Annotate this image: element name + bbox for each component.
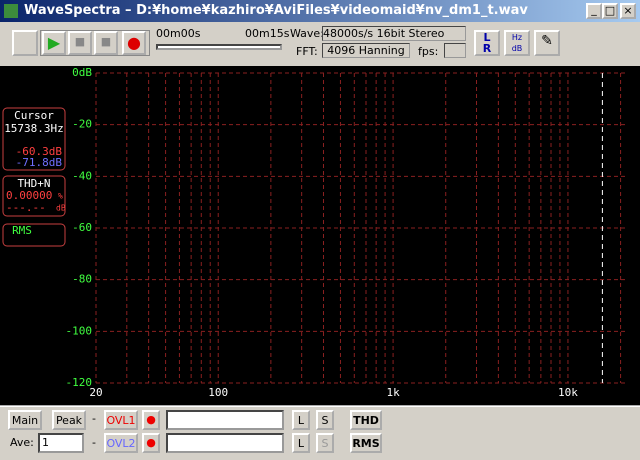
bottom-panel: [0, 405, 640, 460]
icon-text: L: [483, 31, 491, 44]
icon-text: Hz: [511, 33, 523, 42]
ovl2-record[interactable]: ●: [142, 433, 160, 453]
dash: -: [92, 436, 96, 449]
cursor-freq: 15738.3Hz: [4, 122, 64, 135]
y-tick-label: -60: [72, 221, 92, 234]
thd-button[interactable]: THD: [350, 410, 382, 430]
l-button[interactable]: L: [292, 433, 310, 453]
s-button[interactable]: S: [316, 433, 334, 453]
ovl1-record[interactable]: ●: [142, 410, 160, 430]
rms-box: [2, 223, 66, 247]
side-boxes: [2, 107, 66, 247]
close-button[interactable]: ×: [620, 3, 636, 19]
y-tick-label: -20: [72, 118, 92, 131]
main-button[interactable]: Main: [8, 410, 42, 430]
background: [0, 66, 640, 405]
y-tick-label: -100: [66, 324, 93, 337]
time-start: 00m00s: [156, 27, 201, 40]
app-icon: [4, 4, 18, 18]
maximize-button[interactable]: □: [602, 3, 618, 19]
rms-button[interactable]: RMS: [350, 433, 382, 453]
fft-value[interactable]: 4096 Hanning: [322, 43, 410, 58]
s-button[interactable]: S: [316, 410, 334, 430]
ovl1-button[interactable]: OVL1: [104, 410, 138, 430]
y-tick-label: -40: [72, 169, 92, 182]
wave-label: Wave:: [290, 27, 324, 40]
thd-box: [2, 175, 66, 217]
fps-label: fps:: [418, 45, 439, 58]
icon-text: R: [482, 42, 492, 55]
ovl2-button[interactable]: OVL2: [104, 433, 138, 453]
thd-label: THD+N: [17, 177, 50, 190]
x-tick-label: 20: [89, 386, 102, 399]
wave-value: 48000s/s 16bit Stereo: [322, 26, 466, 41]
thd-unit: %: [58, 192, 63, 201]
window-title: WaveSpectra – D:¥home¥kazhiro¥AviFiles¥v…: [24, 3, 528, 18]
transport: [40, 30, 150, 56]
peak-button[interactable]: Peak: [52, 410, 86, 430]
play-button[interactable]: ▶: [42, 31, 66, 55]
record-button[interactable]: ●: [122, 31, 146, 55]
pause-button[interactable]: ■: [68, 31, 92, 55]
settings-button[interactable]: ✎: [534, 30, 560, 56]
x-tick-label: 10k: [558, 386, 578, 399]
fps-value: [444, 43, 466, 58]
hzdb-button[interactable]: Hz dB: [504, 30, 530, 56]
spectrum-view: Cursor 15738.3Hz -60.3dB -71.8dB THD+N 0…: [0, 66, 640, 405]
cursor-box: [2, 107, 66, 171]
ave-label: Ave:: [10, 436, 34, 449]
cursor-label: Cursor: [14, 109, 54, 122]
thd-db: ---.--: [6, 201, 46, 214]
cursor-right: -71.8dB: [16, 156, 63, 169]
minimize-button[interactable]: _: [586, 3, 602, 19]
x-tick-label: 1k: [386, 386, 400, 399]
thd-db-unit: dB: [56, 204, 66, 213]
thd-value: 0.00000: [6, 189, 52, 202]
cursor-left: -60.3dB: [16, 145, 63, 158]
l-button[interactable]: L: [292, 410, 310, 430]
dash: -: [92, 412, 96, 425]
icon-text: dB: [511, 44, 523, 53]
y-tick-label: -120: [66, 376, 93, 389]
time-end: 00m15s: [245, 27, 290, 40]
y-tick-label: -80: [72, 273, 92, 286]
y-tick-label: 0dB: [72, 66, 92, 79]
rms-label: RMS: [12, 224, 32, 237]
open-button[interactable]: [12, 30, 38, 56]
ovl2-field[interactable]: [166, 433, 284, 453]
title-bar: WaveSpectra – D:¥home¥kazhiro¥AviFiles¥v…: [0, 0, 640, 22]
stop-button[interactable]: ■: [94, 31, 118, 55]
fft-label: FFT:: [296, 45, 318, 58]
ovl1-field[interactable]: [166, 410, 284, 430]
ave-select[interactable]: 1: [38, 433, 84, 453]
position-slider[interactable]: [156, 44, 282, 50]
x-tick-label: 100: [208, 386, 228, 399]
